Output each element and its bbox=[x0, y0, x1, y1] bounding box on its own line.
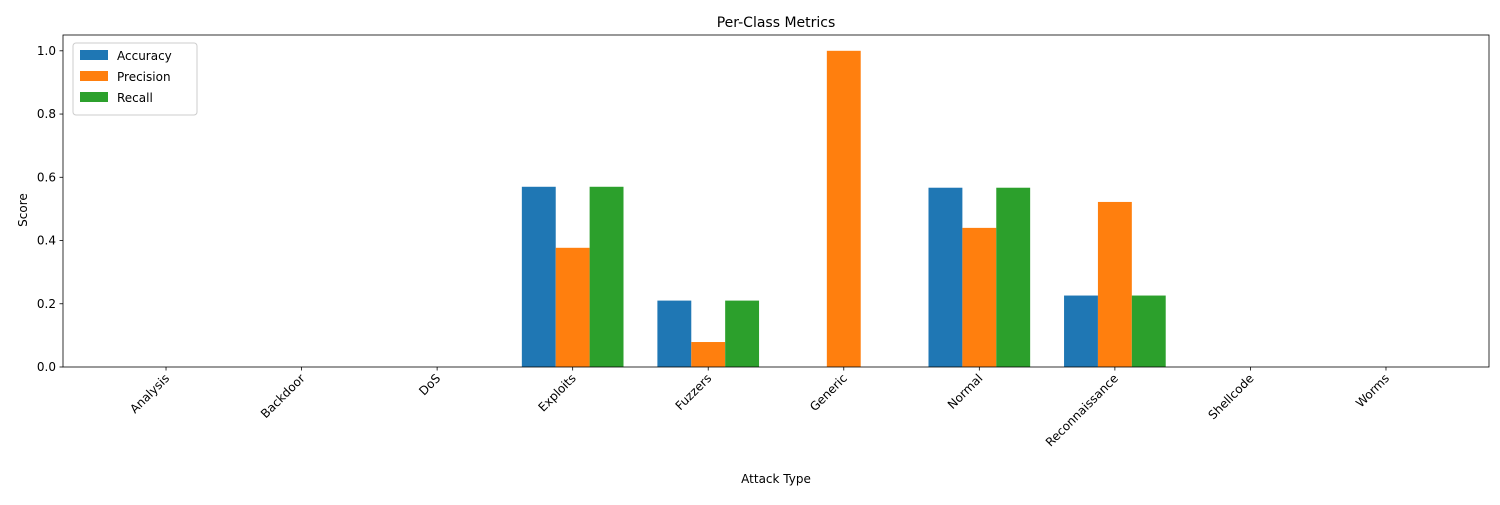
x-axis-label: Attack Type bbox=[741, 472, 811, 486]
legend-label-precision: Precision bbox=[117, 70, 171, 84]
y-tick-label: 0.4 bbox=[37, 234, 56, 248]
x-tick-label: Fuzzers bbox=[673, 371, 715, 413]
y-tick-label: 0.2 bbox=[37, 297, 56, 311]
bar-precision-reconnaissance bbox=[1097, 201, 1132, 367]
y-tick-label: 0.8 bbox=[37, 107, 56, 121]
bar-recall-exploits bbox=[589, 186, 624, 367]
bar-accuracy-fuzzers bbox=[657, 300, 692, 367]
bar-accuracy-exploits bbox=[521, 186, 556, 367]
x-tick-label: Shellcode bbox=[1205, 371, 1256, 422]
x-tick-label: Generic bbox=[807, 371, 850, 414]
legend-label-accuracy: Accuracy bbox=[117, 49, 172, 63]
x-tick-label: Normal bbox=[945, 371, 986, 412]
y-tick-label: 0.6 bbox=[37, 170, 56, 184]
legend-swatch-accuracy bbox=[80, 50, 108, 60]
legend-swatch-precision bbox=[80, 71, 108, 81]
y-axis-ticks: 0.0 0.2 0.4 0.6 0.8 1.0 bbox=[37, 44, 63, 374]
legend-swatch-recall bbox=[80, 92, 108, 102]
axes-layer bbox=[62, 34, 1490, 368]
plot-frame bbox=[62, 34, 1490, 368]
bar-precision-normal bbox=[962, 227, 997, 367]
x-tick-label: Exploits bbox=[535, 371, 578, 414]
bar-accuracy-reconnaissance bbox=[1064, 295, 1098, 367]
bar-recall-fuzzers bbox=[725, 300, 760, 367]
y-axis-label: Score bbox=[16, 193, 30, 227]
bar-precision-fuzzers bbox=[691, 342, 726, 367]
x-tick-label: Worms bbox=[1353, 371, 1392, 410]
chart-title: Per-Class Metrics bbox=[717, 15, 836, 31]
bar-accuracy-normal bbox=[928, 187, 963, 367]
bar-precision-exploits bbox=[555, 247, 590, 367]
x-axis-ticks: Analysis Backdoor DoS Exploits Fuzzers Generi… bbox=[127, 367, 1392, 449]
x-tick-label: Analysis bbox=[127, 371, 172, 416]
legend: Accuracy Precision Recall bbox=[72, 42, 198, 116]
bar-recall-reconnaissance bbox=[1131, 295, 1166, 367]
bars-layer bbox=[521, 50, 1166, 368]
x-tick-label: Backdoor bbox=[258, 371, 308, 421]
y-tick-label: 1.0 bbox=[37, 44, 56, 58]
bar-precision-generic bbox=[826, 50, 861, 368]
bar-recall-normal bbox=[996, 187, 1031, 367]
x-tick-label: Reconnaissance bbox=[1043, 371, 1121, 449]
x-tick-label: DoS bbox=[416, 371, 443, 398]
y-tick-label: 0.0 bbox=[37, 360, 56, 374]
legend-label-recall: Recall bbox=[117, 91, 153, 105]
